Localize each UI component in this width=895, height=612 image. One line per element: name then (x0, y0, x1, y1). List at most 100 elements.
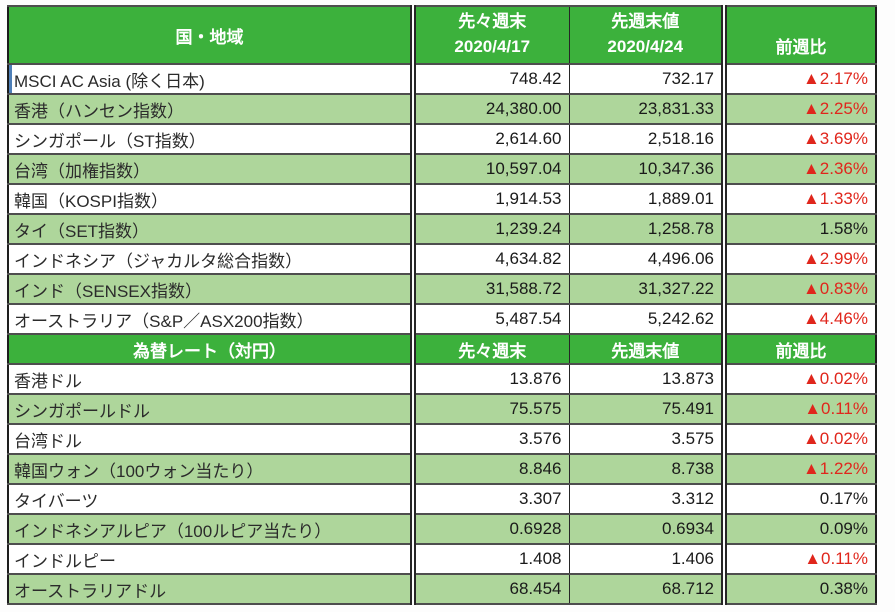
row-label: インドネシアルピア（100ルピア当たり） (7, 513, 414, 545)
prev-week-value: 3.307 (410, 483, 570, 515)
last-week-value: 3.312 (568, 483, 725, 515)
last-week-value: 13.873 (568, 363, 725, 395)
prev-week-label: 先々週末 (458, 12, 527, 32)
prev-week-value: 1,239.24 (410, 213, 570, 245)
last-week-value: 4,496.06 (568, 243, 725, 275)
row-label: シンガポール（ST指数） (7, 123, 414, 155)
prev-week-column-header: 先々週末 2020/4/17 (410, 5, 570, 65)
wow-change-value: ▲1.33% (721, 183, 877, 215)
last-week-value: 732.17 (568, 63, 725, 95)
row-label: 韓国ウォン（100ウォン当たり） (7, 453, 414, 485)
fx-column-header: 為替レート（対円） (7, 333, 414, 365)
wow-change-value: 1.58% (721, 213, 877, 245)
last-week-date: 2020/4/24 (607, 37, 684, 56)
fx-wow-change-column-header: 前週比 (721, 333, 877, 365)
indices-header-row: 国・地域 先々週末 2020/4/17 先週末値 2020/4/24 前週比 (7, 5, 877, 65)
table-row: シンガポールドル 75.575 75.491 ▲0.11% (7, 393, 877, 425)
table-row: 台湾（加権指数） 10,597.04 10,347.36 ▲2.36% (7, 153, 877, 185)
row-label: シンガポールドル (7, 393, 414, 425)
wow-change-value: 0.38% (721, 573, 877, 605)
wow-change-value: ▲2.36% (721, 153, 877, 185)
table-row: 韓国（KOSPI指数） 1,914.53 1,889.01 ▲1.33% (7, 183, 877, 215)
prev-week-value: 68.454 (410, 573, 570, 605)
fx-header-row: 為替レート（対円） 先々週末 先週末値 前週比 (7, 333, 877, 365)
prev-week-value: 31,588.72 (410, 273, 570, 305)
wow-change-value: ▲4.46% (721, 303, 877, 335)
prev-week-value: 0.6928 (410, 513, 570, 545)
table-row: インド（SENSEX指数） 31,588.72 31,327.22 ▲0.83% (7, 273, 877, 305)
row-label: 香港（ハンセン指数） (7, 93, 414, 125)
prev-week-value: 10,597.04 (410, 153, 570, 185)
table-row: 香港（ハンセン指数） 24,380.00 23,831.33 ▲2.25% (7, 93, 877, 125)
wow-change-value: ▲0.02% (721, 363, 877, 395)
last-week-column-header: 先週末値 2020/4/24 (568, 5, 725, 65)
last-week-value: 68.712 (568, 573, 725, 605)
last-week-value: 75.491 (568, 393, 725, 425)
wow-change-value: ▲0.11% (721, 393, 877, 425)
table-row: 韓国ウォン（100ウォン当たり） 8.846 8.738 ▲1.22% (7, 453, 877, 485)
row-label: 台湾ドル (7, 423, 414, 455)
table-row: オーストラリアドル 68.454 68.712 0.38% (7, 573, 877, 605)
last-week-value: 10,347.36 (568, 153, 725, 185)
last-week-value: 8.738 (568, 453, 725, 485)
last-week-value: 0.6934 (568, 513, 725, 545)
prev-week-value: 4,634.82 (410, 243, 570, 275)
indices-rows: MSCI AC Asia (除く日本) 748.42 732.17 ▲2.17% 香港（… (7, 63, 877, 335)
prev-week-date: 2020/4/17 (454, 37, 531, 56)
prev-week-value: 8.846 (410, 453, 570, 485)
prev-week-value: 13.876 (410, 363, 570, 395)
last-week-value: 5,242.62 (568, 303, 725, 335)
prev-week-value: 3.576 (410, 423, 570, 455)
wow-change-column-header: 前週比 (721, 5, 877, 65)
region-column-header: 国・地域 (7, 5, 414, 65)
row-label: タイバーツ (7, 483, 414, 515)
prev-week-value: 5,487.54 (410, 303, 570, 335)
wow-change-value: 0.09% (721, 513, 877, 545)
table-row: タイバーツ 3.307 3.312 0.17% (7, 483, 877, 515)
last-week-value: 23,831.33 (568, 93, 725, 125)
fx-prev-week-column-header: 先々週末 (410, 333, 570, 365)
last-week-value: 2,518.16 (568, 123, 725, 155)
wow-change-value: ▲3.69% (721, 123, 877, 155)
last-week-value: 3.575 (568, 423, 725, 455)
table-row: 香港ドル 13.876 13.873 ▲0.02% (7, 363, 877, 395)
row-label: MSCI AC Asia (除く日本) (7, 63, 414, 95)
table-row: インドネシア（ジャカルタ総合指数） 4,634.82 4,496.06 ▲2.99% (7, 243, 877, 275)
row-label: オーストラリア（S&P／ASX200指数） (7, 303, 414, 335)
wow-change-value: ▲2.25% (721, 93, 877, 125)
table-row: タイ（SET指数） 1,239.24 1,258.78 1.58% (7, 213, 877, 245)
row-label: タイ（SET指数） (7, 213, 414, 245)
wow-change-value: ▲0.11% (721, 543, 877, 575)
prev-week-value: 2,614.60 (410, 123, 570, 155)
wow-change-value: ▲0.83% (721, 273, 877, 305)
row-label: インドネシア（ジャカルタ総合指数） (7, 243, 414, 275)
table-row: 台湾ドル 3.576 3.575 ▲0.02% (7, 423, 877, 455)
row-label: インド（SENSEX指数） (7, 273, 414, 305)
row-label: インドルピー (7, 543, 414, 575)
fx-rows: 香港ドル 13.876 13.873 ▲0.02% シンガポールドル 75.575 75.4… (7, 363, 877, 605)
table-row: インドルピー 1.408 1.406 ▲0.11% (7, 543, 877, 575)
wow-change-value: ▲0.02% (721, 423, 877, 455)
table-row: シンガポール（ST指数） 2,614.60 2,518.16 ▲3.69% (7, 123, 877, 155)
last-week-value: 31,327.22 (568, 273, 725, 305)
table-row: インドネシアルピア（100ルピア当たり） 0.6928 0.6934 0.09% (7, 513, 877, 545)
wow-change-value: ▲2.17% (721, 63, 877, 95)
last-week-value: 1,258.78 (568, 213, 725, 245)
row-label: 台湾（加権指数） (7, 153, 414, 185)
row-label: オーストラリアドル (7, 573, 414, 605)
last-week-value: 1.406 (568, 543, 725, 575)
last-week-value: 1,889.01 (568, 183, 725, 215)
prev-week-value: 24,380.00 (410, 93, 570, 125)
wow-change-value: ▲2.99% (721, 243, 877, 275)
wow-change-value: 0.17% (721, 483, 877, 515)
row-label: 香港ドル (7, 363, 414, 395)
table-row: MSCI AC Asia (除く日本) 748.42 732.17 ▲2.17% (7, 63, 877, 95)
prev-week-value: 75.575 (410, 393, 570, 425)
row-label: 韓国（KOSPI指数） (7, 183, 414, 215)
last-week-label: 先週末値 (611, 12, 680, 32)
prev-week-value: 1,914.53 (410, 183, 570, 215)
wow-change-value: ▲1.22% (721, 453, 877, 485)
prev-week-value: 1.408 (410, 543, 570, 575)
prev-week-value: 748.42 (410, 63, 570, 95)
fx-last-week-column-header: 先週末値 (568, 333, 725, 365)
